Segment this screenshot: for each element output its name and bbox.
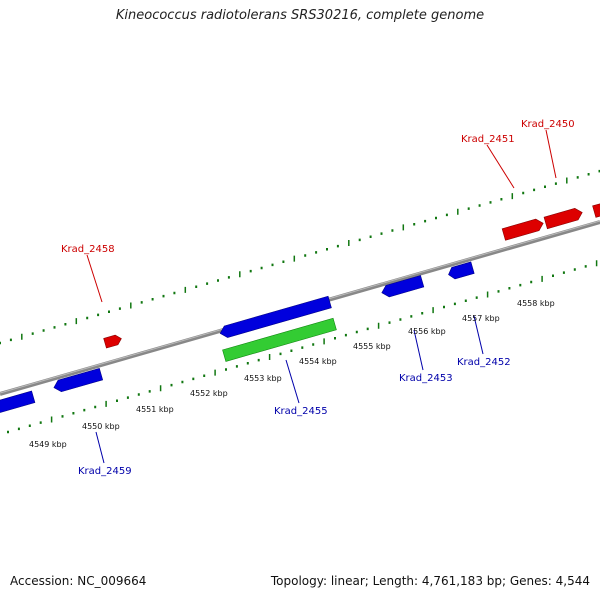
kbp-label-4557: 4557 kbp bbox=[462, 314, 500, 323]
label-krad-2451: Krad_2451 bbox=[461, 134, 515, 145]
gene-krad-2453[interactable] bbox=[380, 275, 425, 298]
label-krad-2458: Krad_2458 bbox=[61, 244, 115, 255]
kbp-label-4555: 4555 kbp bbox=[353, 342, 391, 351]
callout-krad-2459 bbox=[95, 431, 105, 464]
gene-edge-forward[interactable] bbox=[592, 200, 600, 218]
kbp-label-4552: 4552 kbp bbox=[190, 389, 228, 398]
gene-krad-2458[interactable] bbox=[103, 334, 123, 349]
kbp-label-4556: 4556 kbp bbox=[408, 327, 446, 336]
accession-text: Accession: NC_009664 bbox=[10, 574, 147, 588]
label-krad-2450: Krad_2450 bbox=[521, 119, 575, 130]
bottom-tick-row bbox=[7, 260, 598, 434]
gene-krad-2452[interactable] bbox=[447, 261, 475, 280]
gene-krad-2450[interactable] bbox=[543, 207, 584, 230]
label-krad-2453: Krad_2453 bbox=[399, 373, 453, 384]
gene-krad-2451[interactable] bbox=[501, 217, 545, 241]
kbp-label-4550: 4550 kbp bbox=[82, 422, 120, 431]
callout-krad-2452 bbox=[473, 315, 484, 355]
map-title: Kineococcus radiotolerans SRS30216, comp… bbox=[115, 8, 485, 23]
topology-text: Topology: linear; Length: 4,761,183 bp; … bbox=[270, 574, 590, 588]
top-tick-row bbox=[0, 169, 600, 345]
callout-krad-2455 bbox=[285, 359, 300, 404]
label-krad-2459: Krad_2459 bbox=[78, 466, 132, 477]
kbp-label-4553: 4553 kbp bbox=[244, 374, 282, 383]
callout-krad-2458 bbox=[86, 254, 103, 303]
callout-krad-2453 bbox=[413, 329, 424, 371]
kbp-label-4558: 4558 kbp bbox=[517, 299, 555, 308]
label-krad-2452: Krad_2452 bbox=[457, 357, 511, 368]
kbp-label-4554: 4554 kbp bbox=[299, 357, 337, 366]
gene-krad-2455-reverse[interactable] bbox=[219, 295, 332, 339]
callout-krad-2450 bbox=[545, 129, 557, 179]
label-krad-2455: Krad_2455 bbox=[274, 406, 328, 417]
kbp-label-4551: 4551 kbp bbox=[136, 405, 174, 414]
gene-krad-2459[interactable] bbox=[52, 367, 104, 393]
callout-krad-2451 bbox=[486, 144, 515, 189]
gene-krad-2455-highlight[interactable] bbox=[222, 317, 337, 362]
kbp-label-4549: 4549 kbp bbox=[29, 440, 67, 449]
gene-edge-reverse[interactable] bbox=[0, 390, 36, 416]
